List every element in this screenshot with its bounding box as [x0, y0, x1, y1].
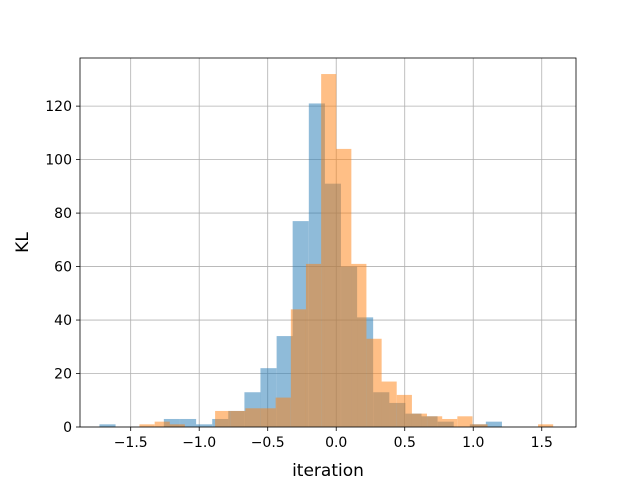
histogram-bar-series-2: [230, 410, 246, 427]
y-tick-label: 60: [54, 260, 72, 276]
histogram-bar-series-2: [538, 424, 554, 427]
histogram-bar-series-2: [411, 413, 427, 427]
y-tick-label: 0: [63, 420, 72, 436]
histogram-bar-series-2: [442, 418, 458, 427]
x-tick-label: 1.0: [462, 435, 484, 451]
histogram-bar-series-1: [196, 424, 213, 427]
histogram-bar-series-2: [336, 148, 352, 428]
histogram-bar-series-2: [472, 424, 488, 427]
histogram-bar-series-2: [275, 397, 291, 427]
x-axis-label: iteration: [292, 461, 364, 480]
histogram-bar-series-2: [366, 338, 382, 427]
histogram-bar-series-2: [154, 421, 170, 427]
histogram-bar-series-1: [485, 421, 502, 427]
histogram-bar-series-2: [305, 263, 322, 427]
histogram-bars: [99, 74, 554, 428]
histogram-bar-series-2: [427, 416, 443, 427]
y-tick-label: 80: [54, 206, 72, 222]
histogram-bar-series-2: [215, 410, 231, 427]
histogram-bar-series-2: [139, 424, 155, 427]
y-tick-label: 120: [45, 99, 72, 115]
y-tick-label: 40: [54, 313, 72, 329]
x-tick-label: 1.5: [531, 435, 553, 451]
axes: −1.5 −1.0 −0.5 0.0 0.5 1.0 1.5 0 20 40 60 80 100 120: [45, 99, 553, 451]
histogram-bar-series-2: [321, 74, 337, 427]
x-tick-label: 0.0: [325, 435, 347, 451]
histogram-bar-series-2: [169, 424, 185, 427]
x-tick-label: −1.5: [114, 435, 148, 451]
histogram-bar-series-1: [180, 418, 197, 427]
histogram-bar-series-2: [260, 408, 276, 427]
histogram-bar-series-1: [163, 418, 180, 427]
histogram-bar-series-1: [99, 424, 116, 427]
x-tick-label: −0.5: [251, 435, 285, 451]
histogram-bar-series-2: [290, 309, 306, 427]
histogram-bar-series-2: [381, 381, 397, 427]
x-tick-label: −1.0: [182, 435, 216, 451]
plot-frame: [79, 57, 577, 428]
y-tick-label: 100: [45, 153, 72, 169]
histogram-bar-series-2: [457, 416, 473, 427]
histogram-bar-series-2: [396, 394, 412, 427]
histogram-bar-series-2: [351, 263, 367, 427]
x-tick-label: 0.5: [394, 435, 416, 451]
y-tick-label: 20: [54, 367, 72, 383]
histogram-bar-series-2: [245, 408, 261, 427]
y-axis-label: KL: [13, 232, 33, 253]
